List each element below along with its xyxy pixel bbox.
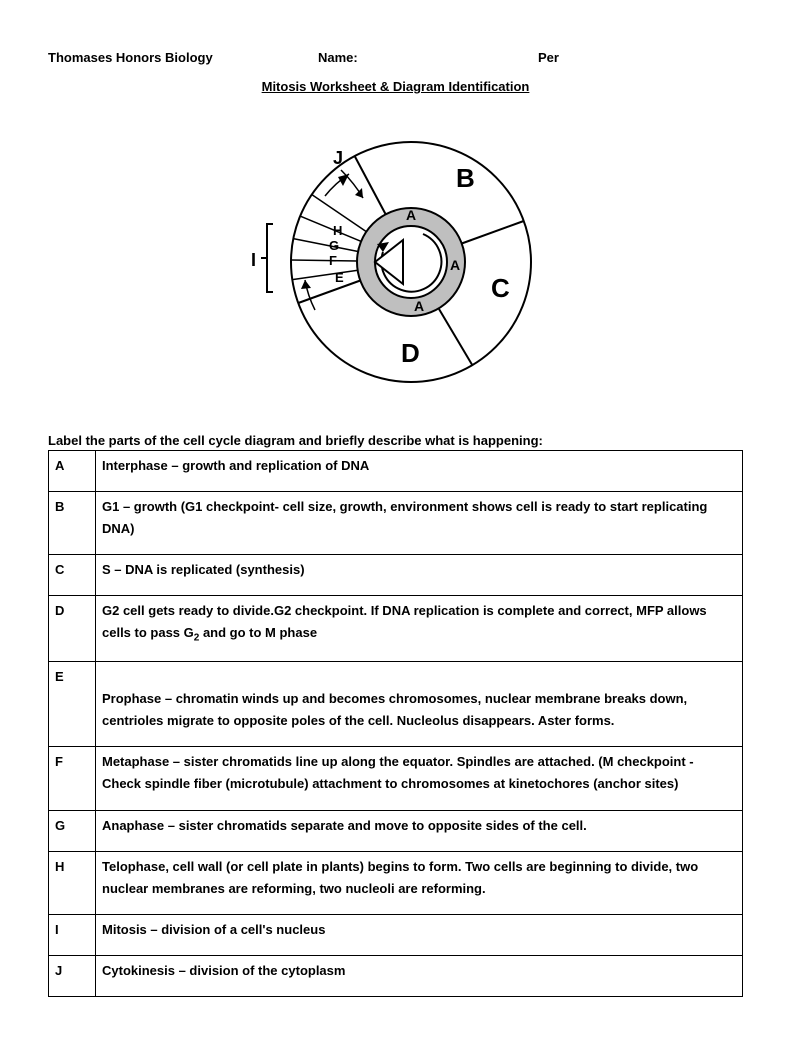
course-title: Thomases Honors Biology	[48, 50, 318, 65]
table-row: EProphase – chromatin winds up and becom…	[49, 662, 743, 747]
svg-text:J: J	[333, 148, 343, 168]
table-row: HTelophase, cell wall (or cell plate in …	[49, 851, 743, 914]
table-row: BG1 – growth (G1 checkpoint- cell size, …	[49, 492, 743, 555]
table-row: GAnaphase – sister chromatids separate a…	[49, 810, 743, 851]
row-text: Metaphase – sister chromatids line up al…	[96, 747, 743, 810]
table-row: JCytokinesis – division of the cytoplasm	[49, 955, 743, 996]
row-text: Interphase – growth and replication of D…	[96, 451, 743, 492]
cell-cycle-diagram: A A A B C D E F G H J I	[48, 112, 743, 405]
svg-text:I: I	[251, 250, 256, 270]
per-label: Per	[538, 50, 559, 65]
table-row: AInterphase – growth and replication of …	[49, 451, 743, 492]
svg-text:A: A	[449, 257, 459, 273]
row-text: G2 cell gets ready to divide.G2 checkpoi…	[96, 596, 743, 662]
name-label: Name:	[318, 50, 538, 65]
row-text: Prophase – chromatin winds up and become…	[96, 662, 743, 747]
row-letter: I	[49, 914, 96, 955]
svg-text:G: G	[329, 238, 339, 253]
row-letter: E	[49, 662, 96, 747]
svg-text:B: B	[456, 163, 475, 193]
row-letter: G	[49, 810, 96, 851]
row-letter: H	[49, 851, 96, 914]
row-text: Anaphase – sister chromatids separate an…	[96, 810, 743, 851]
row-text: G1 – growth (G1 checkpoint- cell size, g…	[96, 492, 743, 555]
row-text: Mitosis – division of a cell's nucleus	[96, 914, 743, 955]
table-row: IMitosis – division of a cell's nucleus	[49, 914, 743, 955]
svg-text:A: A	[413, 298, 423, 314]
row-letter: J	[49, 955, 96, 996]
row-text: Telophase, cell wall (or cell plate in p…	[96, 851, 743, 914]
row-letter: C	[49, 555, 96, 596]
table-row: DG2 cell gets ready to divide.G2 checkpo…	[49, 596, 743, 662]
row-letter: A	[49, 451, 96, 492]
row-text: Cytokinesis – division of the cytoplasm	[96, 955, 743, 996]
answer-table: AInterphase – growth and replication of …	[48, 450, 743, 997]
table-row: FMetaphase – sister chromatids line up a…	[49, 747, 743, 810]
instruction-text: Label the parts of the cell cycle diagra…	[48, 433, 743, 448]
svg-text:H: H	[333, 223, 342, 238]
svg-text:C: C	[491, 273, 510, 303]
svg-text:F: F	[329, 253, 337, 268]
svg-text:E: E	[335, 270, 344, 285]
row-text: S – DNA is replicated (synthesis)	[96, 555, 743, 596]
row-letter: B	[49, 492, 96, 555]
table-row: CS – DNA is replicated (synthesis)	[49, 555, 743, 596]
row-letter: D	[49, 596, 96, 662]
row-letter: F	[49, 747, 96, 810]
svg-text:D: D	[401, 338, 420, 368]
svg-text:A: A	[405, 207, 415, 223]
header-row: Thomases Honors Biology Name: Per	[48, 50, 743, 65]
worksheet-title: Mitosis Worksheet & Diagram Identificati…	[48, 79, 743, 94]
